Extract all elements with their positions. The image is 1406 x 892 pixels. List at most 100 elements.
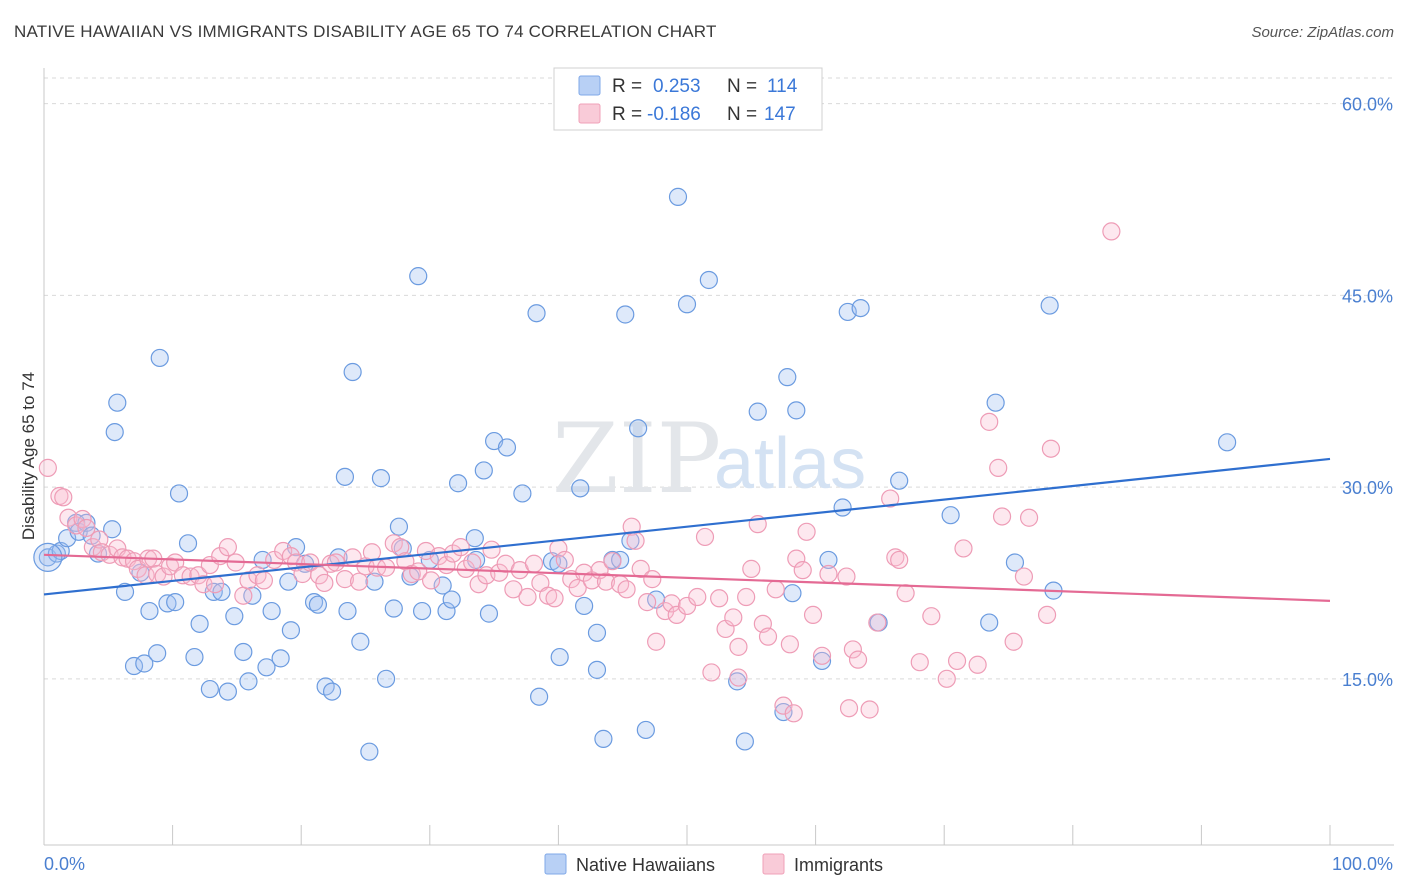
native-hawaiian-point <box>409 267 428 286</box>
native-hawaiian-point <box>611 550 630 570</box>
immigrant-point <box>315 573 334 593</box>
native-hawaiian-point <box>169 484 189 503</box>
immigrant-point <box>954 539 973 558</box>
immigrant-point <box>848 650 868 669</box>
immigrant-point <box>968 655 987 674</box>
native-hawaiian-point <box>412 601 432 621</box>
native-hawaiian-point <box>465 529 484 548</box>
native-hawaiian-point <box>351 632 370 651</box>
immigrant-point <box>643 570 662 589</box>
data-points <box>33 187 1237 761</box>
native-hawaiian-point <box>442 590 461 609</box>
legend-n-label: N = <box>727 104 757 125</box>
immigrant-point <box>1004 632 1023 651</box>
native-hawaiian-point <box>433 576 452 595</box>
immigrant-point <box>482 540 501 559</box>
bottom-legend-swatch-immigrants <box>762 853 785 875</box>
native-hawaiian-point <box>616 305 635 324</box>
native-hawaiian-point <box>376 669 396 688</box>
native-hawaiian-point <box>343 362 362 382</box>
immigrant-point <box>860 700 879 719</box>
native-hawaiian-point <box>262 601 281 621</box>
native-hawaiian-point <box>239 672 258 691</box>
chart-title: NATIVE HAWAIIAN VS IMMIGRANTS DISABILITY… <box>14 22 717 41</box>
legend-r-value-immigrants: -0.186 <box>647 104 701 125</box>
immigrant-point <box>622 517 641 536</box>
immigrant-point <box>758 627 778 646</box>
native-hawaiian-point <box>629 419 648 438</box>
y-tick-label: 15.0% <box>1342 670 1393 690</box>
immigrant-point <box>603 552 622 571</box>
immigrant-point <box>890 550 909 570</box>
native-hawaiian-point <box>257 658 276 677</box>
native-hawaiian-point <box>587 623 607 642</box>
immigrant-point <box>819 564 838 584</box>
native-hawaiian-point <box>587 660 607 679</box>
immigrant-point <box>780 635 799 654</box>
trend-line-native-hawaiians <box>43 457 1331 596</box>
immigrant-point <box>896 584 915 603</box>
immigrant-point <box>73 509 92 529</box>
immigrant-point <box>647 632 666 651</box>
immigrant-point <box>218 538 237 557</box>
watermark: ZIP atlas <box>552 403 866 515</box>
immigrant-point <box>766 580 785 599</box>
native-hawaiian-point <box>218 682 237 701</box>
native-hawaiian-point <box>479 604 499 623</box>
immigrant-point <box>1014 567 1034 586</box>
immigrant-point <box>582 571 601 590</box>
immigrant-point <box>688 587 707 607</box>
native-hawaiian-point <box>103 520 122 539</box>
native-hawaiian-point <box>550 647 569 667</box>
x-tick-labels: 0.0% 100.0% <box>44 854 1393 874</box>
native-hawaiian-point <box>360 742 379 761</box>
native-hawaiian-point <box>1040 296 1059 315</box>
legend-n-value-native-hawaiians: 114 <box>767 76 798 97</box>
legend-n-value-immigrants: 147 <box>764 104 796 125</box>
immigrant-point <box>234 586 253 605</box>
y-tick-labels: 15.0% 30.0% 45.0% 60.0% <box>1342 95 1393 690</box>
legend-r-label: R = <box>612 104 642 125</box>
native-hawaiian-point <box>833 498 852 517</box>
native-hawaiian-point <box>787 401 806 420</box>
native-hawaiian-point <box>636 720 655 740</box>
immigrant-point <box>992 507 1012 526</box>
immigrant-point <box>724 608 743 627</box>
y-tick-label: 30.0% <box>1342 478 1393 498</box>
native-hawaiian-point <box>166 593 185 612</box>
immigrant-point <box>254 571 274 590</box>
immigrant-point <box>729 637 748 656</box>
immigrant-point <box>803 605 823 625</box>
native-hawaiian-point <box>150 348 169 368</box>
native-hawaiian-point <box>389 517 409 536</box>
native-hawaiian-point <box>890 471 909 490</box>
native-hawaiian-point <box>178 534 198 553</box>
native-hawaiian-point <box>677 295 697 314</box>
y-tick-label: 60.0% <box>1342 95 1393 115</box>
native-hawaiian-point <box>190 614 209 633</box>
native-hawaiian-point <box>668 187 688 206</box>
native-hawaiian-point <box>778 368 797 387</box>
native-hawaiian-point <box>941 506 960 525</box>
immigrant-point <box>463 553 482 572</box>
immigrant-point <box>555 550 574 570</box>
immigrant-point <box>922 607 941 626</box>
immigrant-point <box>868 613 887 632</box>
native-hawaiian-point <box>281 621 301 640</box>
immigrant-point <box>947 651 967 671</box>
native-hawaiian-point <box>437 601 456 621</box>
immigrant-point <box>742 559 761 578</box>
legend-bottom: Native Hawaiians Immigrants <box>544 853 883 875</box>
native-hawaiian-point <box>513 484 532 503</box>
native-hawaiian-point <box>158 594 177 613</box>
native-hawaiian-point <box>204 582 223 601</box>
native-hawaiian-point <box>338 601 357 621</box>
legend-r-label: R = <box>612 76 642 97</box>
immigrant-point <box>596 572 616 591</box>
native-hawaiian-point <box>1005 553 1025 572</box>
legend-n-label: N = <box>727 76 757 97</box>
native-hawaiian-point <box>748 402 767 421</box>
native-hawaiian-point <box>148 644 167 663</box>
immigrant-point <box>391 538 410 557</box>
immigrant-point <box>843 640 862 659</box>
